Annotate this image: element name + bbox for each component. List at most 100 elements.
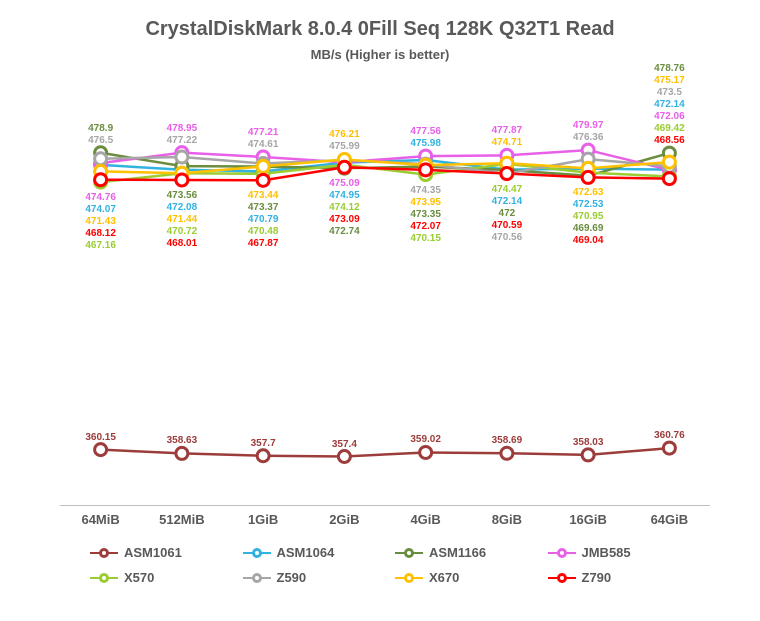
data-label: 477.21 [248,127,279,138]
marker-asm1061 [582,449,594,461]
data-label: 468.56 [654,135,685,146]
data-label: 357.4 [332,439,357,450]
marker-z790 [176,174,188,186]
marker-asm1061 [176,447,188,459]
x-axis-tick-label: 1GiB [223,512,304,527]
data-label: 470.72 [167,226,198,237]
data-label: 476.21 [329,129,360,140]
data-label: 473.35 [410,209,441,220]
data-label: 469.69 [573,223,604,234]
data-label: 478.9 [88,123,113,134]
data-label: 472.06 [654,111,685,122]
marker-asm1061 [257,450,269,462]
legend-item-asm1061: ASM1061 [90,545,233,560]
x-axis-tick-label: 512MiB [141,512,222,527]
marker-asm1061 [420,446,432,458]
data-label: 360.15 [85,432,116,443]
data-label: 476.36 [573,132,604,143]
data-label: 470.48 [248,226,279,237]
marker-x670 [663,156,675,168]
data-label: 359.02 [410,434,441,445]
data-label: 358.63 [167,435,198,446]
marker-asm1061 [663,442,675,454]
marker-z790 [582,171,594,183]
data-label: 479.97 [573,120,604,131]
plot-area: 478.9476.5 474.76474.07471.43468.12467.16… [60,100,710,500]
data-label: 468.01 [167,238,198,249]
marker-asm1061 [338,451,350,463]
legend-item-z590: Z590 [243,570,386,585]
marker-x670 [257,160,269,172]
data-label: 475.17 [654,75,685,86]
legend-marker-icon [90,572,118,584]
legend-marker-icon [548,572,576,584]
data-label: 469.42 [654,123,685,134]
legend-marker-icon [395,572,423,584]
legend-label: Z790 [582,570,612,585]
legend-marker-icon [548,547,576,559]
data-label: 358.69 [492,435,523,446]
data-label: 467.16 [85,240,116,251]
data-label: 473.37 [248,202,279,213]
data-label: 474.07 [85,204,116,215]
x-axis [60,505,710,506]
marker-asm1061 [501,447,513,459]
data-label: 358.03 [573,437,604,448]
data-label: 473.5 [657,87,682,98]
marker-z790 [420,164,432,176]
legend-marker-icon [395,547,423,559]
data-label: 472.14 [492,196,523,207]
data-label: 470.56 [492,232,523,243]
data-label: 475.09 [329,178,360,189]
data-label: 473.95 [410,197,441,208]
data-label: 472.74 [329,226,360,237]
data-label: 474.12 [329,202,360,213]
chart-container: CrystalDiskMark 8.0.4 0Fill Seq 128K Q32… [0,0,760,621]
x-axis-tick-label: 2GiB [304,512,385,527]
chart-title: CrystalDiskMark 8.0.4 0Fill Seq 128K Q32… [0,0,760,41]
data-label: 476.5 [88,135,113,146]
marker-z590 [176,151,188,163]
data-label: 471.43 [85,216,116,227]
data-label: 360.76 [654,430,685,441]
data-label: 477.22 [167,135,198,146]
legend-item-x570: X570 [90,570,233,585]
legend-item-jmb585: JMB585 [548,545,691,560]
data-label: 474.95 [329,190,360,201]
data-label: 468.12 [85,228,116,239]
data-label: 472.07 [410,221,441,232]
legend-marker-icon [90,547,118,559]
data-label: 477.87 [492,125,523,136]
legend-label: ASM1166 [429,545,486,560]
data-label: 471.44 [167,214,198,225]
data-label: 472 [499,208,516,219]
legend-marker-icon [243,547,271,559]
data-label: 477.56 [410,126,441,137]
legend-label: X670 [429,570,459,585]
data-label: 472.08 [167,202,198,213]
legend-label: Z590 [277,570,307,585]
legend-item-asm1166: ASM1166 [395,545,538,560]
marker-z790 [501,168,513,180]
data-label: 472.53 [573,199,604,210]
data-label: 467.87 [248,238,279,249]
x-axis-tick-label: 16GiB [548,512,629,527]
data-label: 474.61 [248,139,279,150]
data-label: 475.98 [410,138,441,149]
legend-item-asm1064: ASM1064 [243,545,386,560]
x-axis-tick-label: 8GiB [466,512,547,527]
marker-z790 [95,174,107,186]
legend-label: X570 [124,570,154,585]
legend-marker-icon [243,572,271,584]
data-label: 478.76 [654,63,685,74]
line-chart-svg [60,100,710,500]
data-label: 357.7 [251,438,276,449]
data-label: 472.14 [654,99,685,110]
marker-asm1061 [95,444,107,456]
data-label: 474.76 [85,192,116,203]
legend-label: JMB585 [582,545,631,560]
data-label: 473.09 [329,214,360,225]
legend-label: ASM1064 [277,545,335,560]
legend: ASM1061 ASM1064 ASM1166 JMB585 X570 Z590 X670 Z… [90,545,690,585]
x-axis-tick-label: 64MiB [60,512,141,527]
